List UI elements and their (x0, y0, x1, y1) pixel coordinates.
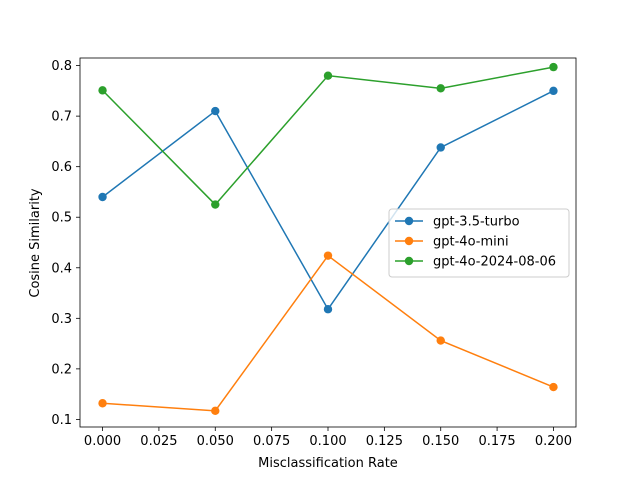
series-layer (98, 62, 558, 416)
data-point (211, 106, 220, 116)
legend-marker (404, 236, 414, 246)
y-tick-label: 0.6 (51, 160, 72, 175)
series-line (102, 254, 554, 412)
series-gpt-3.5-turbo (98, 86, 558, 314)
data-point (323, 251, 333, 260)
series-gpt-4o-mini (98, 251, 558, 416)
legend-marker (404, 256, 414, 266)
legend-label: gpt-4o-2024-08-06 (433, 255, 556, 270)
x-tick-label: 0.000 (84, 434, 121, 449)
x-tick-label: 0.125 (366, 434, 403, 449)
x-tick-label: 0.075 (253, 434, 290, 449)
x-tick-label: 0.025 (140, 434, 177, 449)
data-point (323, 305, 333, 314)
x-tick-label: 0.150 (422, 434, 459, 449)
data-point (211, 406, 220, 416)
y-tick-label: 0.4 (51, 261, 72, 276)
y-tick-label: 0.2 (51, 362, 72, 377)
legend-marker (404, 216, 414, 226)
data-point (549, 62, 558, 72)
series-gpt-4o-2024-08-06 (98, 62, 558, 209)
data-point (436, 336, 445, 345)
x-tick-label: 0.175 (478, 434, 515, 449)
legend-item: gpt-3.5-turbo (395, 215, 520, 230)
y-tick-label: 0.8 (51, 59, 72, 74)
y-tick-label: 0.3 (51, 312, 72, 327)
x-axis-label: Misclassification Rate (258, 456, 398, 471)
data-point (323, 71, 333, 80)
y-axis-label: Cosine Similarity (28, 188, 43, 298)
data-point (436, 143, 445, 152)
data-point (98, 399, 107, 408)
y-tick-label: 0.5 (51, 211, 72, 226)
x-tick-label: 0.100 (309, 434, 346, 449)
y-axis: 0.1 0.2 0.3 0.4 0.5 0.6 0.7 0.8 (51, 59, 80, 428)
legend-box (388, 208, 570, 278)
legend-item: gpt-4o-mini (395, 235, 509, 250)
y-tick-label: 0.1 (51, 413, 72, 428)
data-point (436, 84, 445, 93)
data-point (549, 86, 558, 96)
data-point (98, 192, 107, 202)
y-tick-label: 0.7 (51, 110, 72, 125)
legend-label: gpt-3.5-turbo (433, 215, 520, 230)
legend-item: gpt-4o-2024-08-06 (395, 255, 556, 270)
data-point (211, 200, 220, 209)
x-axis: 0.000 0.025 0.050 0.075 0.100 0.125 0.150 0.175… (84, 427, 572, 449)
x-tick-label: 0.200 (535, 434, 572, 449)
legend-label: gpt-4o-mini (433, 235, 509, 250)
series-line (102, 66, 554, 206)
legend: gpt-3.5-turbo gpt-4o-mini gpt-4o-2024-08-0… (388, 208, 570, 278)
data-point (98, 86, 107, 95)
data-point (549, 382, 558, 392)
x-tick-label: 0.050 (197, 434, 234, 449)
